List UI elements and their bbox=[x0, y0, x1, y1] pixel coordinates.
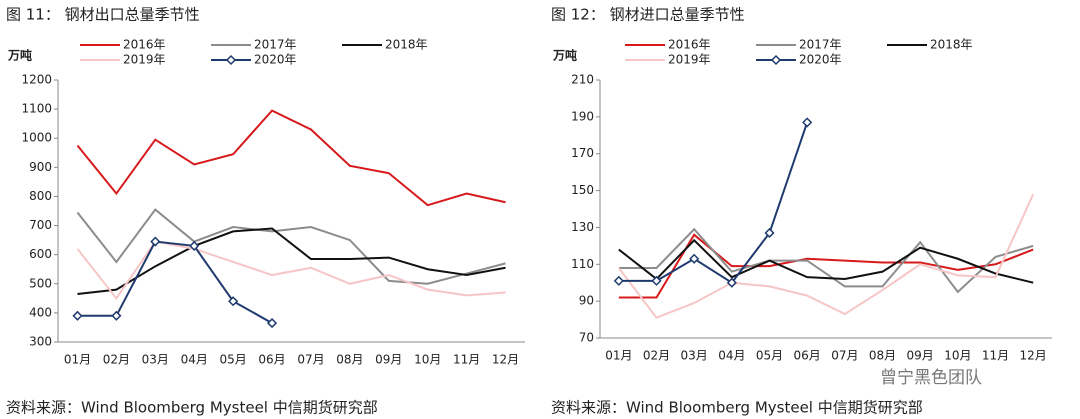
legend-label: 2019年 bbox=[668, 53, 711, 67]
x-tick-label: 11月 bbox=[453, 353, 480, 367]
y-tick-label: 1000 bbox=[21, 131, 52, 145]
series-line bbox=[77, 227, 506, 295]
point-marker bbox=[266, 318, 278, 329]
legend-label: 2019年 bbox=[123, 53, 166, 67]
x-tick-label: 05月 bbox=[756, 349, 783, 363]
y-tick-label: 300 bbox=[29, 335, 52, 349]
point-marker bbox=[726, 277, 737, 288]
x-tick-label: 10月 bbox=[944, 349, 971, 363]
x-tick-label: 09月 bbox=[375, 353, 402, 367]
x-tick-label: 06月 bbox=[794, 349, 821, 363]
x-tick-label: 04月 bbox=[718, 349, 745, 363]
chart-title: 图 11： 钢材出口总量季节性 bbox=[6, 6, 200, 24]
x-tick-label: 08月 bbox=[869, 349, 896, 363]
legend-label: 2020年 bbox=[799, 53, 842, 67]
x-tick-label: 05月 bbox=[219, 353, 246, 367]
x-tick-label: 04月 bbox=[181, 353, 208, 367]
series-line bbox=[76, 240, 506, 301]
y-tick-label: 400 bbox=[29, 305, 52, 319]
point-marker bbox=[150, 236, 161, 247]
source: 资料来源：Wind Bloomberg Mysteel 中信期货研究部 bbox=[6, 399, 378, 417]
x-tick-label: 10月 bbox=[414, 353, 441, 367]
y-tick-label: 800 bbox=[29, 189, 52, 203]
point-marker bbox=[228, 296, 239, 307]
watermark: 曾宁黑色团队 bbox=[880, 368, 982, 388]
x-tick-label: 02月 bbox=[643, 349, 670, 363]
legend-marker bbox=[770, 54, 782, 66]
x-tick-label: 07月 bbox=[297, 353, 324, 367]
series-line bbox=[618, 122, 809, 285]
chart-title: 图 12： 钢材进口总量季节性 bbox=[551, 6, 745, 24]
point-marker bbox=[764, 227, 775, 239]
point-marker bbox=[111, 310, 122, 321]
y-tick-label: 110 bbox=[571, 257, 594, 271]
legend-label: 2016年 bbox=[123, 38, 166, 52]
legend-label: 2017年 bbox=[799, 38, 842, 52]
y-tick-label: 70 bbox=[579, 331, 594, 345]
y-tick-label: 900 bbox=[29, 160, 52, 174]
y-tick-label: 700 bbox=[29, 218, 52, 232]
x-tick-label: 01月 bbox=[64, 353, 91, 367]
x-tick-label: 03月 bbox=[681, 349, 708, 363]
x-tick-label: 06月 bbox=[258, 353, 285, 367]
y-tick-label: 90 bbox=[579, 294, 594, 308]
legend-label: 2018年 bbox=[385, 38, 428, 52]
source: 资料来源：Wind Bloomberg Mysteel 中信期货研究部 bbox=[551, 399, 923, 417]
y-axis-label: 万吨 bbox=[552, 48, 577, 63]
x-tick-label: 03月 bbox=[142, 353, 169, 367]
legend-label: 2017年 bbox=[254, 38, 297, 52]
point-marker bbox=[189, 240, 200, 251]
y-tick-label: 500 bbox=[29, 276, 52, 290]
y-tick-label: 130 bbox=[571, 220, 594, 234]
x-tick-label: 11月 bbox=[982, 349, 1009, 363]
legend-label: 2016年 bbox=[668, 38, 711, 52]
series-line bbox=[618, 193, 1035, 319]
series-line bbox=[77, 240, 273, 324]
y-tick-label: 600 bbox=[29, 247, 52, 261]
y-tick-label: 210 bbox=[571, 73, 594, 87]
series-line bbox=[76, 109, 506, 207]
point-marker bbox=[613, 275, 624, 286]
x-tick-label: 12月 bbox=[492, 353, 519, 367]
legend-label: 2018年 bbox=[930, 38, 973, 52]
legend-label: 2020年 bbox=[254, 53, 297, 67]
x-tick-label: 08月 bbox=[336, 353, 363, 367]
y-tick-label: 1100 bbox=[21, 102, 52, 116]
y-tick-label: 170 bbox=[571, 146, 594, 160]
y-tick-label: 1200 bbox=[21, 73, 52, 87]
x-tick-label: 01月 bbox=[605, 349, 632, 363]
point-marker bbox=[651, 275, 662, 286]
x-tick-label: 09月 bbox=[907, 349, 934, 363]
x-tick-label: 02月 bbox=[103, 353, 130, 367]
legend-marker bbox=[225, 54, 237, 66]
point-marker bbox=[689, 253, 700, 264]
series-line bbox=[618, 227, 1034, 294]
x-tick-label: 12月 bbox=[1020, 349, 1047, 363]
y-tick-label: 190 bbox=[571, 109, 594, 123]
series-line bbox=[618, 238, 1034, 284]
y-axis-label: 万吨 bbox=[7, 48, 32, 63]
series-line bbox=[76, 208, 506, 285]
point-marker bbox=[72, 310, 83, 321]
point-marker bbox=[802, 117, 813, 128]
y-tick-label: 150 bbox=[571, 183, 594, 197]
x-tick-label: 07月 bbox=[831, 349, 858, 363]
series-line bbox=[618, 233, 1034, 299]
